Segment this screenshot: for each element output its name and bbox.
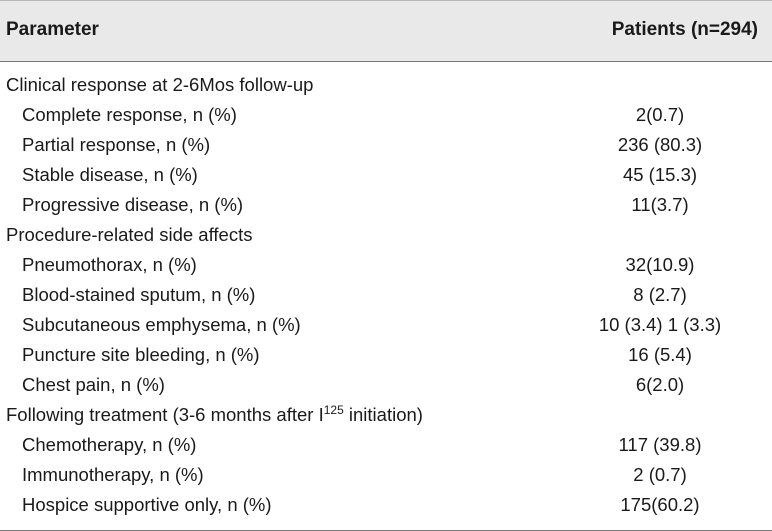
table-row: Blood-stained sputum, n (%) 8 (2.7) <box>0 280 772 310</box>
table-header: Parameter Patients (n=294) <box>0 0 772 62</box>
table-row: Stable disease, n (%) 45 (15.3) <box>0 160 772 190</box>
row-value: 6(2.0) <box>635 374 685 395</box>
row-value: 11(3.7) <box>631 194 689 215</box>
column-header-patients: Patients (n=294) <box>611 19 758 40</box>
row-label: Pneumothorax, n (%) <box>22 254 197 275</box>
row-label: Procedure-related side affects <box>6 224 253 245</box>
table-row: Hospice supportive only, n (%) 175(60.2) <box>0 490 772 520</box>
table-row: Progressive disease, n (%) 11(3.7) <box>0 190 772 220</box>
row-label-superscript: 125 <box>323 402 344 417</box>
row-label-tail: initiation) <box>343 404 423 425</box>
row-label: Following treatment (3-6 months after I1… <box>6 400 423 430</box>
table-row: Pneumothorax, n (%) 32(10.9) <box>0 250 772 280</box>
row-label: Chemotherapy, n (%) <box>22 434 197 455</box>
row-value: 2 (0.7) <box>633 464 687 485</box>
row-label: Hospice supportive only, n (%) <box>22 494 272 515</box>
table-row: Partial response, n (%) 236 (80.3) <box>0 130 772 160</box>
table-body: Clinical response at 2-6Mos follow-up Co… <box>0 70 772 520</box>
row-value: 175(60.2) <box>620 494 700 515</box>
table-row: Chemotherapy, n (%) 117 (39.8) <box>0 430 772 460</box>
row-value: 8 (2.7) <box>633 284 687 305</box>
row-label: Partial response, n (%) <box>22 134 211 155</box>
row-label: Chest pain, n (%) <box>22 374 165 395</box>
row-value: 16 (5.4) <box>628 344 692 365</box>
table-row: Subcutaneous emphysema, n (%) 10 (3.4) 1… <box>0 310 772 340</box>
row-label: Progressive disease, n (%) <box>22 194 244 215</box>
row-label: Immunotherapy, n (%) <box>22 464 204 485</box>
row-label: Subcutaneous emphysema, n (%) <box>22 314 301 335</box>
column-header-parameter: Parameter <box>6 19 99 40</box>
row-value: 32(10.9) <box>625 254 695 275</box>
row-label-main: Following treatment (3-6 months after I <box>6 404 324 425</box>
row-value: 236 (80.3) <box>617 134 703 155</box>
row-value: 2(0.7) <box>635 104 685 125</box>
table-row: Chest pain, n (%) 6(2.0) <box>0 370 772 400</box>
row-label: Complete response, n (%) <box>22 104 237 125</box>
row-value: 117 (39.8) <box>618 434 702 455</box>
row-label: Stable disease, n (%) <box>22 164 198 185</box>
category-row-side-effects: Procedure-related side affects <box>0 220 772 250</box>
row-label: Puncture site bleeding, n (%) <box>22 344 260 365</box>
table-row: Immunotherapy, n (%) 2 (0.7) <box>0 460 772 490</box>
row-label: Clinical response at 2-6Mos follow-up <box>6 74 314 95</box>
table-row: Complete response, n (%) 2(0.7) <box>0 100 772 130</box>
table-row: Puncture site bleeding, n (%) 16 (5.4) <box>0 340 772 370</box>
category-row-following-treatment: Following treatment (3-6 months after I1… <box>0 400 772 430</box>
category-row-clinical-response: Clinical response at 2-6Mos follow-up <box>0 70 772 100</box>
row-value: 45 (15.3) <box>622 164 698 185</box>
row-label: Blood-stained sputum, n (%) <box>22 284 256 305</box>
row-value: 10 (3.4) 1 (3.3) <box>598 314 722 335</box>
